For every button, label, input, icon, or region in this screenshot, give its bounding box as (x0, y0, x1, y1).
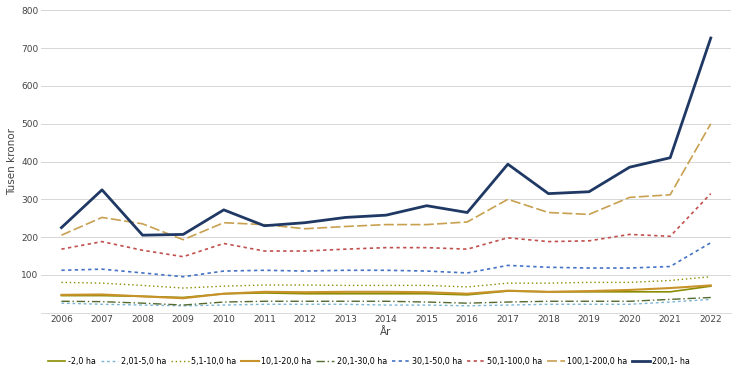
Legend: -2,0 ha, 2,01-5,0 ha, 5,1-10,0 ha, 10,1-20,0 ha, 20,1-30,0 ha, 30,1-50,0 ha, 50,: -2,0 ha, 2,01-5,0 ha, 5,1-10,0 ha, 10,1-… (48, 357, 690, 366)
Y-axis label: Tusen kronor: Tusen kronor (7, 128, 17, 195)
X-axis label: År: År (380, 327, 392, 337)
